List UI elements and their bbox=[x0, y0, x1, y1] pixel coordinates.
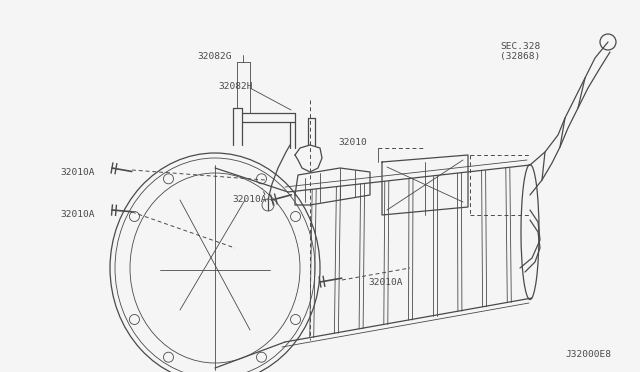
Text: 32010: 32010 bbox=[338, 138, 367, 147]
Text: 32082G: 32082G bbox=[197, 52, 232, 61]
Text: J32000E8: J32000E8 bbox=[565, 350, 611, 359]
Text: SEC.328
(32868): SEC.328 (32868) bbox=[500, 42, 540, 61]
Text: 32082H: 32082H bbox=[218, 82, 253, 91]
Text: 32010A: 32010A bbox=[60, 210, 95, 219]
Text: 32010A: 32010A bbox=[368, 278, 403, 287]
Text: 32010A: 32010A bbox=[60, 168, 95, 177]
Text: 32010A: 32010A bbox=[232, 195, 266, 204]
